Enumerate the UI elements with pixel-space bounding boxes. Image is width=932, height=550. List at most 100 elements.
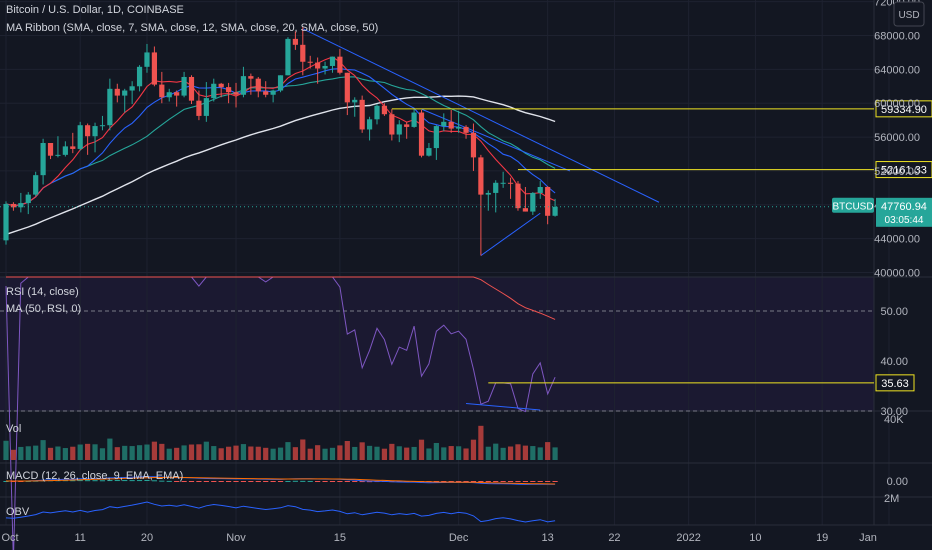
volume-bar — [196, 444, 202, 460]
candle-body — [107, 88, 113, 126]
candle-body — [159, 84, 165, 98]
volume-bar — [285, 442, 291, 460]
obv-axis-tick: 2M — [884, 493, 899, 505]
volume-bar — [507, 446, 514, 460]
macd-histogram-bar — [129, 480, 135, 482]
macd-axis-tick: 0.00 — [887, 476, 908, 488]
candle-body — [47, 142, 54, 156]
volume-bar — [463, 448, 469, 460]
volume-bar — [174, 447, 180, 460]
trendline-inner — [421, 108, 571, 172]
macd-histogram-bar — [136, 480, 143, 482]
rsi-ma-legend[interactable]: MA (50, RSI, 0) — [6, 303, 81, 315]
candle-body — [55, 154, 61, 156]
volume-bar — [545, 442, 551, 460]
volume-bar — [129, 446, 135, 460]
candle-body — [307, 61, 313, 63]
macd-histogram-bar — [515, 481, 521, 482]
volume-bar — [426, 448, 432, 460]
ma-ribbon-label: MA Ribbon (SMA, close, 7, SMA, close, 12… — [6, 22, 379, 34]
candle-body — [374, 105, 380, 120]
macd-histogram-bar — [270, 481, 276, 482]
volume-bar — [433, 442, 439, 460]
obv-legend[interactable]: OBV — [6, 506, 29, 518]
volume-bar — [263, 447, 269, 460]
volume-bar — [85, 443, 91, 460]
candle-body — [85, 125, 91, 137]
time-axis-label: 10 — [749, 532, 761, 544]
candle-body — [396, 124, 402, 135]
macd-histogram-bar — [122, 480, 128, 482]
sma-50-line — [5, 95, 556, 236]
candle-body — [441, 121, 447, 127]
price-axis-tick: 44000.00 — [874, 234, 920, 246]
volume-bar — [122, 445, 128, 460]
candle-body — [545, 187, 551, 216]
candle-body — [77, 125, 83, 149]
volume-bar — [18, 446, 24, 460]
candle-body — [552, 206, 558, 216]
volume-bar — [114, 447, 120, 460]
volume-bar — [99, 448, 106, 460]
macd-histogram-bar — [144, 479, 150, 481]
price-axis-tick: 40000.00 — [874, 268, 920, 280]
countdown-value: 03:05:44 — [885, 215, 924, 226]
ticker-label: BTCUSD — [832, 201, 873, 212]
price-level-label: 59334.90 — [881, 104, 927, 116]
symbol-legend[interactable]: Bitcoin / U.S. Dollar, 1D, COINBASE — [6, 4, 184, 16]
macd-histogram-bar — [552, 481, 558, 482]
macd-histogram-bar — [292, 480, 298, 482]
volume-bar — [233, 445, 239, 460]
volume-bar — [485, 446, 491, 460]
volume-bar — [203, 441, 209, 460]
trendline-upper — [302, 28, 660, 203]
time-axis-label: 15 — [334, 532, 346, 544]
candle-body — [507, 182, 514, 184]
macd-histogram-bar — [300, 480, 306, 482]
rsi-ma-line — [6, 276, 556, 320]
rsi-level-label: 35.63 — [881, 378, 909, 390]
candle-body — [248, 76, 254, 79]
candle-body — [300, 44, 306, 62]
rsi-level-tag — [875, 374, 915, 392]
volume-bar — [396, 446, 402, 460]
macd-histogram-bar — [248, 481, 254, 482]
currency-button[interactable] — [893, 1, 925, 27]
macd-histogram-bar — [211, 481, 217, 482]
macd-histogram-bar — [277, 481, 284, 482]
macd-histogram-bar — [77, 480, 83, 482]
candle-body — [478, 157, 484, 195]
volume-bar — [352, 446, 358, 460]
volume-bar — [300, 439, 306, 460]
volume-bar — [270, 448, 276, 460]
candle-body — [240, 76, 247, 95]
time-axis-label: 20 — [141, 532, 153, 544]
obv-pane — [0, 497, 874, 525]
candle-body — [456, 126, 462, 129]
candle-body — [463, 126, 469, 133]
last-price-badge — [876, 197, 932, 227]
candle-body — [62, 146, 68, 155]
candle-body — [144, 52, 150, 67]
volume-bar — [255, 446, 261, 460]
candle-body — [426, 148, 432, 156]
ma-ribbon-legend[interactable]: MA Ribbon (SMA, close, 7, SMA, close, 12… — [6, 22, 378, 34]
macd-histogram-bar — [537, 481, 543, 482]
volume-bar — [374, 446, 380, 460]
macd-legend[interactable]: MACD (12, 26, close, 9, EMA, EMA) — [6, 470, 183, 482]
symbol-title: Bitcoin / U.S. Dollar, 1D, COINBASE — [6, 4, 184, 16]
price-level-label: 52161.33 — [881, 165, 927, 177]
volume-bar — [25, 446, 31, 460]
macd-histogram-bar — [151, 480, 157, 482]
volume-bar — [478, 425, 484, 460]
volume-bar — [144, 444, 150, 460]
volume-bar — [277, 447, 284, 460]
candle-body — [122, 90, 128, 96]
volume-bar — [3, 440, 9, 460]
candle-body — [196, 100, 202, 116]
volume-legend[interactable]: Vol — [6, 423, 21, 435]
macd-histogram-bar — [159, 480, 165, 482]
candle-body — [315, 62, 321, 69]
rsi-legend[interactable]: RSI (14, close) — [6, 286, 79, 298]
